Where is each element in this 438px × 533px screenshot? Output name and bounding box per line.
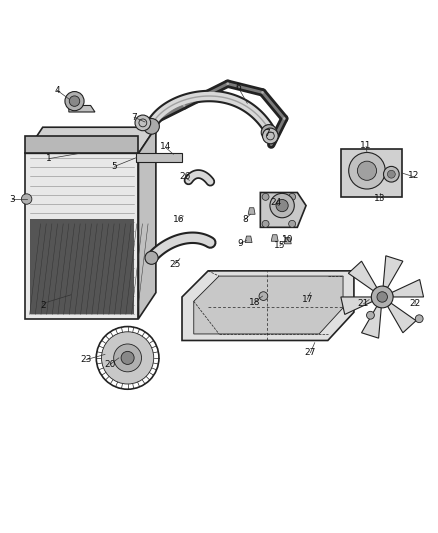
Circle shape (289, 220, 296, 228)
Polygon shape (260, 192, 306, 228)
Circle shape (102, 332, 154, 384)
Circle shape (276, 199, 288, 212)
Text: 13: 13 (374, 194, 386, 203)
Text: 26: 26 (180, 172, 191, 181)
Circle shape (357, 161, 377, 180)
Circle shape (388, 171, 395, 178)
Text: 14: 14 (160, 142, 172, 151)
Polygon shape (136, 154, 182, 162)
Polygon shape (341, 297, 372, 314)
Polygon shape (341, 149, 402, 197)
Text: 8: 8 (242, 215, 248, 224)
Text: 21: 21 (358, 300, 369, 309)
Polygon shape (138, 127, 156, 319)
Circle shape (262, 128, 278, 144)
Circle shape (144, 118, 159, 134)
Polygon shape (388, 303, 416, 333)
Text: 23: 23 (81, 355, 92, 364)
Text: 9: 9 (237, 239, 243, 248)
Text: 24: 24 (270, 198, 281, 207)
Text: 18: 18 (249, 298, 261, 306)
Circle shape (114, 344, 141, 372)
Polygon shape (248, 208, 255, 214)
Circle shape (384, 166, 399, 182)
Circle shape (259, 292, 268, 301)
Polygon shape (69, 106, 95, 112)
Circle shape (262, 193, 269, 200)
Circle shape (289, 193, 296, 200)
Polygon shape (361, 306, 381, 338)
Polygon shape (30, 220, 134, 314)
Circle shape (371, 286, 393, 308)
Polygon shape (383, 256, 403, 287)
Text: 11: 11 (360, 141, 372, 150)
Text: 27: 27 (305, 348, 316, 357)
Circle shape (121, 351, 134, 365)
Polygon shape (284, 237, 291, 244)
Circle shape (270, 193, 294, 218)
Text: 20: 20 (105, 360, 116, 369)
Circle shape (145, 251, 158, 264)
Text: 17: 17 (302, 295, 313, 304)
Circle shape (69, 96, 80, 107)
Polygon shape (25, 154, 138, 319)
Circle shape (377, 292, 388, 302)
Text: 2: 2 (40, 301, 46, 310)
Text: 7: 7 (264, 130, 270, 138)
Text: 4: 4 (54, 86, 60, 95)
Circle shape (21, 194, 32, 204)
Text: 10: 10 (282, 235, 293, 244)
Text: 3: 3 (9, 195, 15, 204)
Text: 7: 7 (131, 112, 137, 122)
Polygon shape (392, 279, 424, 297)
Circle shape (135, 115, 151, 131)
Polygon shape (25, 136, 138, 154)
Text: 15: 15 (274, 241, 286, 250)
Polygon shape (194, 276, 343, 334)
Circle shape (262, 220, 269, 228)
Text: 12: 12 (408, 172, 420, 181)
Circle shape (349, 152, 385, 189)
Polygon shape (271, 235, 278, 241)
Circle shape (261, 125, 277, 140)
Circle shape (415, 315, 423, 322)
Text: 25: 25 (169, 260, 180, 269)
Text: 5: 5 (112, 162, 117, 171)
Text: 22: 22 (409, 300, 420, 309)
Circle shape (367, 311, 374, 319)
Text: 1: 1 (46, 154, 52, 163)
Polygon shape (182, 271, 354, 341)
Polygon shape (245, 236, 252, 243)
Circle shape (65, 92, 84, 111)
Text: 6: 6 (236, 83, 241, 92)
Polygon shape (348, 261, 377, 290)
Polygon shape (25, 127, 156, 154)
Text: 16: 16 (173, 215, 185, 224)
